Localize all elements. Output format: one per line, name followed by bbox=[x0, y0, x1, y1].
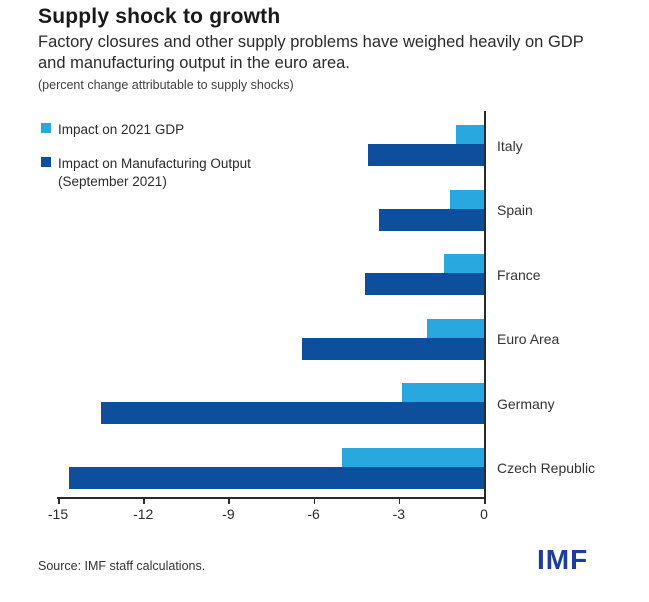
chart-unit-note: (percent change attributable to supply s… bbox=[38, 78, 294, 92]
bar-manufacturing bbox=[364, 273, 484, 295]
bar-manufacturing bbox=[69, 466, 484, 489]
bar-gdp bbox=[444, 254, 484, 273]
x-tick-mark bbox=[484, 498, 486, 504]
legend-item-manufacturing: Impact on Manufacturing Output (Septembe… bbox=[41, 155, 251, 191]
bar-gdp bbox=[427, 318, 484, 338]
manufacturing-swatch-icon bbox=[41, 157, 51, 167]
x-tick-mark bbox=[58, 498, 60, 504]
x-tick-label: -12 bbox=[133, 506, 154, 522]
bar-gdp bbox=[455, 125, 484, 144]
bar-gdp bbox=[401, 383, 484, 402]
x-tick-mark bbox=[228, 498, 230, 504]
gdp-swatch-icon bbox=[41, 123, 51, 133]
chart-subtitle: Factory closures and other supply proble… bbox=[38, 33, 584, 72]
source-note: Source: IMF staff calculations. bbox=[38, 559, 206, 573]
category-label: Spain bbox=[497, 202, 533, 218]
x-tick-mark bbox=[398, 498, 401, 504]
x-tick-label: -6 bbox=[307, 506, 320, 522]
bar-gdp bbox=[449, 189, 484, 209]
category-label: Euro Area bbox=[497, 331, 560, 347]
bar-manufacturing bbox=[302, 337, 484, 360]
x-tick-label: -15 bbox=[47, 506, 69, 522]
imf-logo: IMF bbox=[537, 544, 589, 575]
category-label: France bbox=[497, 266, 541, 283]
zero-axis-line bbox=[484, 111, 486, 498]
bar-manufacturing bbox=[100, 402, 484, 424]
bar-manufacturing bbox=[367, 144, 484, 166]
x-tick-mark bbox=[143, 498, 145, 504]
legend-label-manufacturing: Impact on Manufacturing Output (Septembe… bbox=[58, 156, 251, 189]
bar-manufacturing bbox=[378, 208, 484, 231]
category-label: Italy bbox=[497, 137, 523, 154]
legend-label-gdp: Impact on 2021 GDP bbox=[58, 122, 185, 137]
category-label: Czech Republic bbox=[497, 460, 596, 476]
category-label: Germany bbox=[497, 395, 555, 412]
bar-gdp bbox=[342, 447, 484, 467]
x-tick-mark bbox=[313, 498, 316, 504]
chart-title: Supply shock to growth bbox=[38, 5, 281, 28]
x-axis-line bbox=[57, 497, 486, 499]
x-tick-label: -3 bbox=[392, 506, 406, 522]
x-tick-label: 0 bbox=[480, 506, 488, 522]
x-tick-label: -9 bbox=[222, 506, 235, 522]
legend-item-gdp: Impact on 2021 GDP bbox=[41, 121, 184, 139]
